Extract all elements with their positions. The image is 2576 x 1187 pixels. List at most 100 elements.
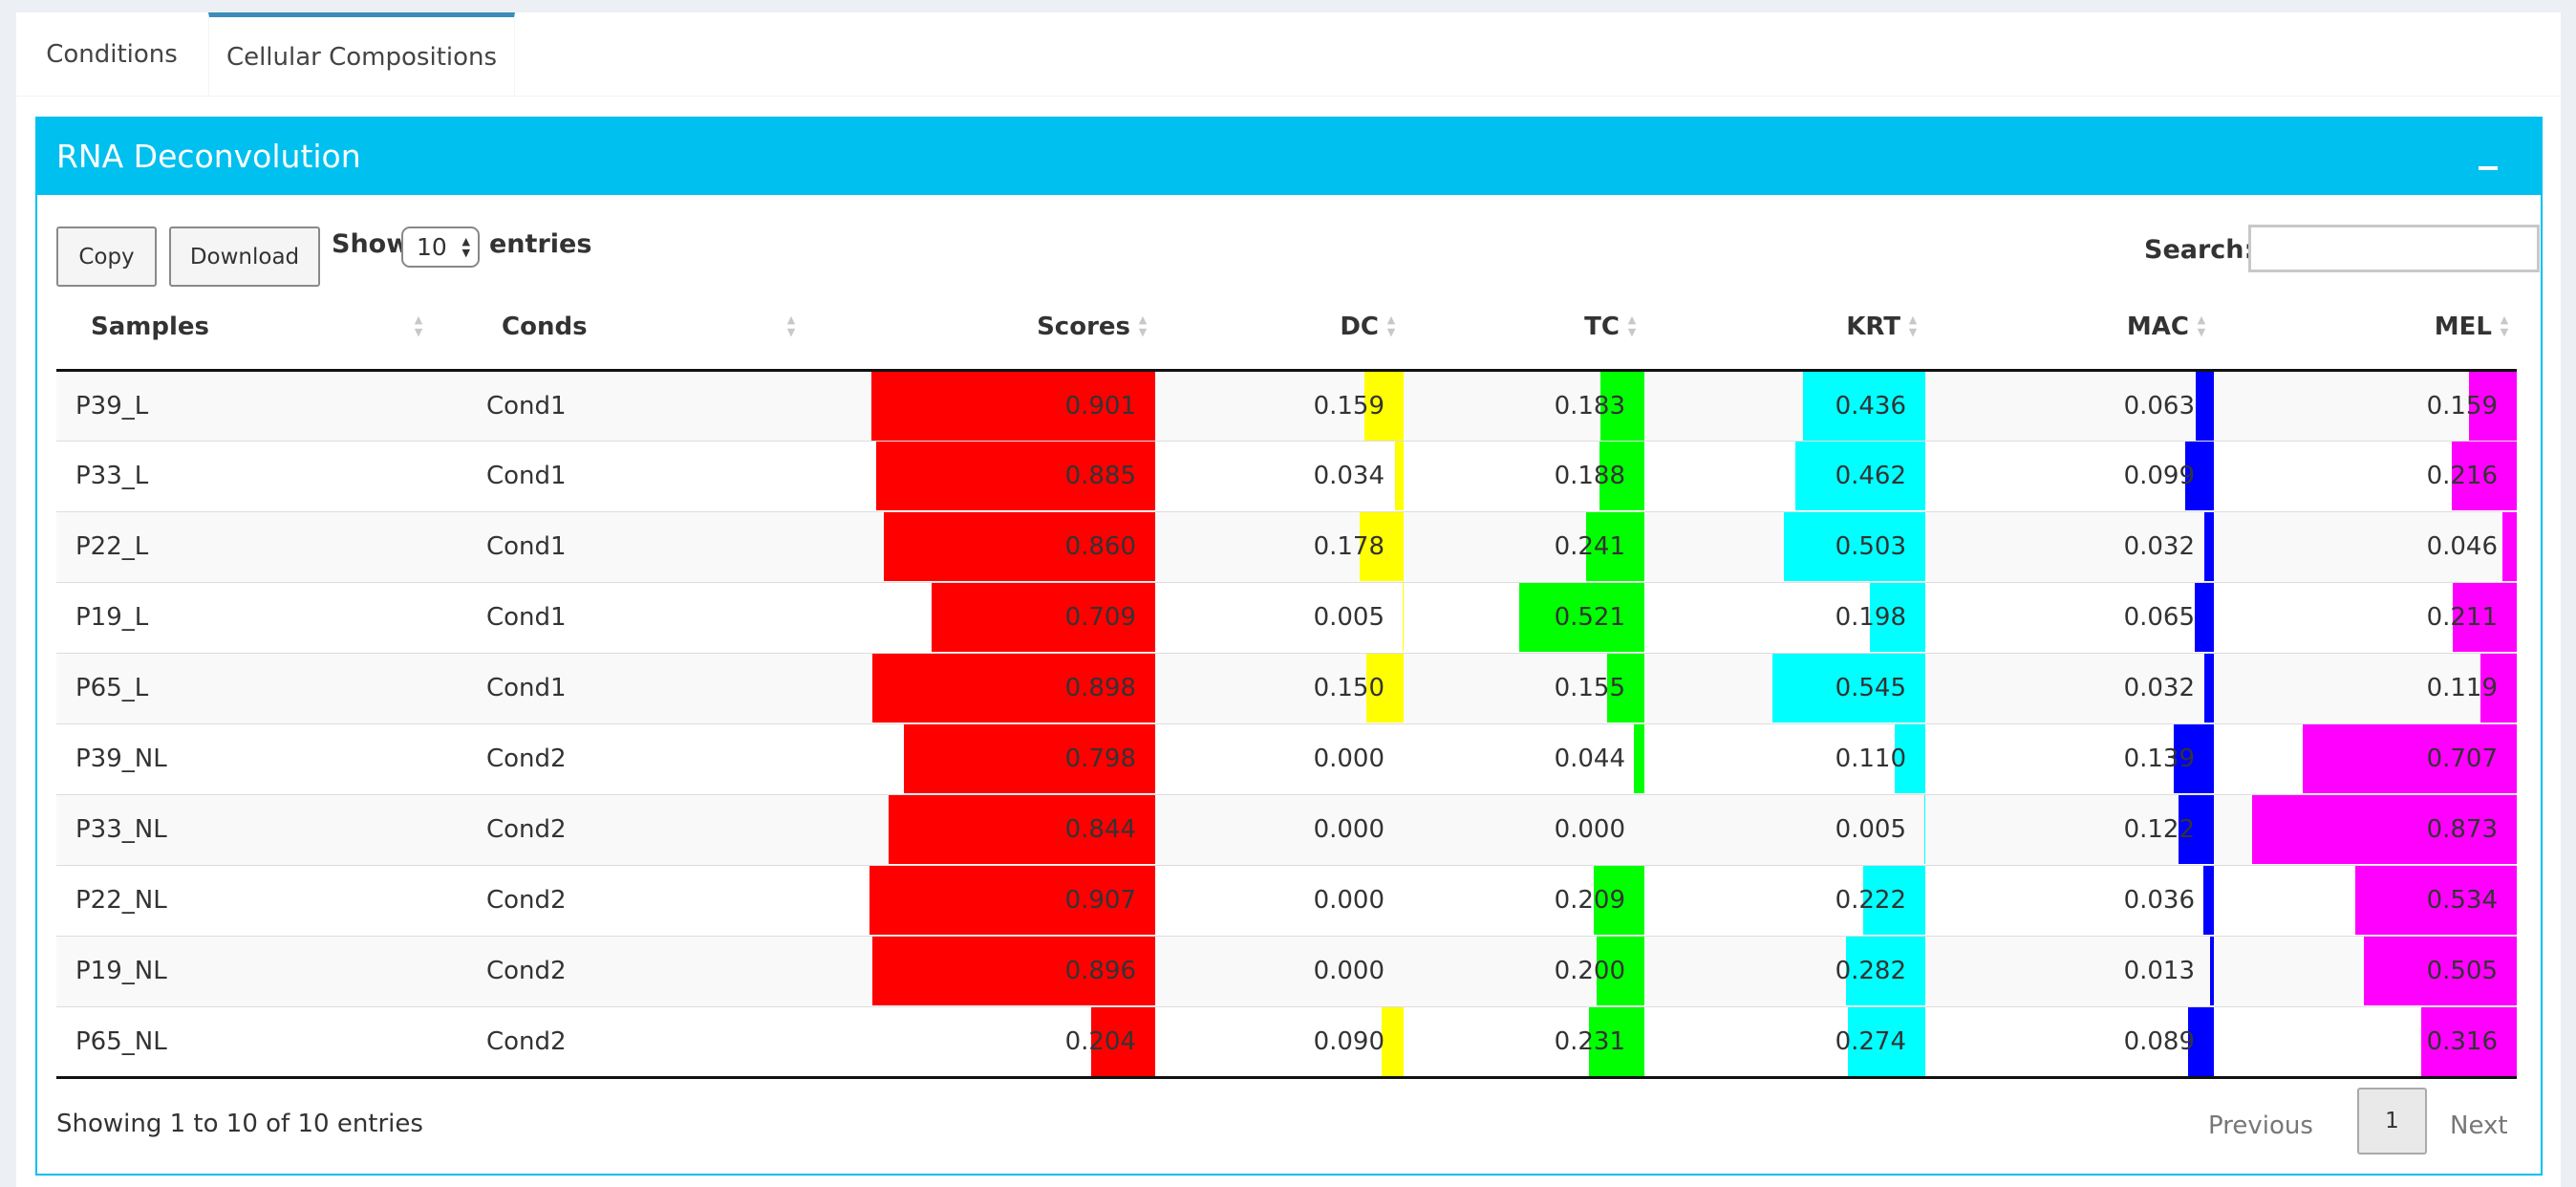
bar-cell: 0.005 xyxy=(1155,583,1404,652)
table-body: P39_L Cond1 0.901 0.159 0.183 0.436 0.063 0.159… xyxy=(56,369,2517,1079)
bar-cell: 0.000 xyxy=(1155,795,1404,864)
value-bar xyxy=(1599,442,1644,510)
cell-mac: 0.089 xyxy=(1925,1005,2214,1079)
page-1-button[interactable]: 1 xyxy=(2357,1088,2427,1155)
column-header-dc[interactable]: DC ▲ ▼ xyxy=(1155,285,1404,372)
value-bar xyxy=(2179,795,2214,864)
cell-value: 0.178 xyxy=(1313,532,1385,561)
cell-mac: 0.032 xyxy=(1925,510,2214,582)
value-bar xyxy=(2363,937,2517,1005)
cell-value: 0.000 xyxy=(1313,886,1385,915)
search-input[interactable] xyxy=(2248,225,2540,272)
bar-cell: 0.860 xyxy=(840,512,1155,581)
value-bar xyxy=(1402,583,1404,652)
bar-cell: 0.089 xyxy=(1925,1006,2214,1076)
table-row[interactable]: P65_L Cond1 0.898 0.150 0.155 0.545 0.032 0.119 xyxy=(56,652,2517,723)
cell-samples: P33_L xyxy=(56,440,467,511)
bar-cell: 0.885 xyxy=(840,442,1155,510)
column-header-samples[interactable]: Samples ▲ ▼ xyxy=(56,285,467,372)
cell-value: 0.005 xyxy=(1835,815,1906,844)
collapse-icon[interactable] xyxy=(2479,166,2498,170)
cell-tc: 0.200 xyxy=(1404,935,1644,1006)
column-header-label: MAC xyxy=(2126,312,2189,341)
cell-value: 0.860 xyxy=(1064,532,1136,561)
bar-cell: 0.503 xyxy=(1644,512,1925,581)
bar-cell: 0.159 xyxy=(1155,371,1404,441)
entries-select[interactable]: 10 ▲ ▼ xyxy=(401,227,480,268)
column-header-mac[interactable]: MAC ▲ ▼ xyxy=(1925,285,2214,372)
value-bar xyxy=(1894,724,1925,793)
cell-value: 0.709 xyxy=(1064,603,1136,632)
tab-cellular-compositions[interactable]: Cellular Compositions xyxy=(208,12,515,96)
bar-cell: 0.032 xyxy=(1925,512,2214,581)
bar-cell: 0.155 xyxy=(1404,654,1644,723)
copy-button[interactable]: Copy xyxy=(56,227,157,287)
cell-value: 0.798 xyxy=(1064,745,1136,773)
bar-cell: 0.178 xyxy=(1155,512,1404,581)
cell-tc: 0.521 xyxy=(1404,581,1644,653)
cell-value: 0.898 xyxy=(1064,674,1136,702)
column-header-tc[interactable]: TC ▲ ▼ xyxy=(1404,285,1644,372)
bar-cell: 0.901 xyxy=(840,371,1155,441)
cell-conds: Cond2 xyxy=(467,864,840,936)
table-row[interactable]: P39_NL Cond2 0.798 0.000 0.044 0.110 0.139 0.70… xyxy=(56,723,2517,794)
previous-page-button[interactable]: Previous xyxy=(2208,1111,2313,1140)
cell-tc: 0.155 xyxy=(1404,652,1644,723)
cell-value: 0.032 xyxy=(2123,674,2195,702)
download-button[interactable]: Download xyxy=(169,227,320,287)
bar-cell: 0.000 xyxy=(1155,724,1404,793)
bar-cell: 0.000 xyxy=(1155,866,1404,935)
value-bar xyxy=(932,583,1155,652)
cell-dc: 0.000 xyxy=(1155,723,1404,794)
cell-mac: 0.139 xyxy=(1925,723,2214,794)
value-bar xyxy=(884,512,1155,581)
column-header-mel[interactable]: MEL ▲ ▼ xyxy=(2214,285,2517,372)
value-bar xyxy=(1771,654,1925,723)
cell-value: 0.005 xyxy=(1313,603,1385,632)
cell-value: 0.032 xyxy=(2123,532,2195,561)
value-bar xyxy=(2252,795,2517,864)
cell-krt: 0.545 xyxy=(1644,652,1925,723)
cell-tc: 0.000 xyxy=(1404,793,1644,865)
table-row[interactable]: P33_L Cond1 0.885 0.034 0.188 0.462 0.099 0.216 xyxy=(56,440,2517,511)
table-row[interactable]: P39_L Cond1 0.901 0.159 0.183 0.436 0.063 0.159 xyxy=(56,369,2517,441)
bar-cell: 0.090 xyxy=(1155,1006,1404,1076)
table-row[interactable]: P65_NL Cond2 0.204 0.090 0.231 0.274 0.089 0.31… xyxy=(56,1005,2517,1079)
table-row[interactable]: P22_L Cond1 0.860 0.178 0.241 0.503 0.032 0.046 xyxy=(56,510,2517,582)
cell-value: 0.521 xyxy=(1554,603,1625,632)
column-header-scores[interactable]: Scores ▲ ▼ xyxy=(840,285,1155,372)
cell-samples: P33_NL xyxy=(56,793,467,865)
cell-scores: 0.844 xyxy=(840,793,1155,865)
tab-conditions[interactable]: Conditions xyxy=(46,39,178,69)
table-info: Showing 1 to 10 of 10 entries xyxy=(56,1110,423,1138)
cell-samples: P65_NL xyxy=(56,1005,467,1079)
cell-tc: 0.183 xyxy=(1404,369,1644,441)
value-bar xyxy=(1846,937,1925,1005)
sort-arrows-icon: ▲ ▼ xyxy=(414,313,423,338)
cell-value: 0.183 xyxy=(1554,391,1625,421)
cell-krt: 0.274 xyxy=(1644,1005,1925,1079)
table-row[interactable]: P22_NL Cond2 0.907 0.000 0.209 0.222 0.036 0.53… xyxy=(56,864,2517,936)
value-bar xyxy=(1802,371,1925,441)
sort-arrows-icon: ▲ ▼ xyxy=(1627,313,1637,338)
cell-value: 0.000 xyxy=(1554,815,1625,844)
cell-value: 0.896 xyxy=(1064,957,1136,985)
column-header-conds[interactable]: Conds ▲ ▼ xyxy=(467,285,840,372)
next-page-button[interactable]: Next xyxy=(2450,1111,2508,1140)
cell-mac: 0.013 xyxy=(1925,935,2214,1006)
cell-krt: 0.436 xyxy=(1644,369,1925,441)
column-header-krt[interactable]: KRT ▲ ▼ xyxy=(1644,285,1925,372)
bar-cell: 0.034 xyxy=(1155,442,1404,510)
cell-conds: Cond2 xyxy=(467,1005,840,1079)
cell-value: 0.110 xyxy=(1835,745,1906,773)
table-row[interactable]: P19_NL Cond2 0.896 0.000 0.200 0.282 0.013 0.50… xyxy=(56,935,2517,1006)
bar-cell: 0.044 xyxy=(1404,724,1644,793)
cell-value: 0.119 xyxy=(2426,674,2498,702)
table-row[interactable]: P19_L Cond1 0.709 0.005 0.521 0.198 0.065 0.211 xyxy=(56,581,2517,653)
cell-dc: 0.000 xyxy=(1155,793,1404,865)
cell-value: 0.885 xyxy=(1064,462,1136,490)
column-header-label: Conds xyxy=(502,312,588,341)
cell-mac: 0.032 xyxy=(1925,652,2214,723)
bar-cell: 0.032 xyxy=(1925,654,2214,723)
table-row[interactable]: P33_NL Cond2 0.844 0.000 0.000 0.005 0.122 0.87… xyxy=(56,793,2517,865)
